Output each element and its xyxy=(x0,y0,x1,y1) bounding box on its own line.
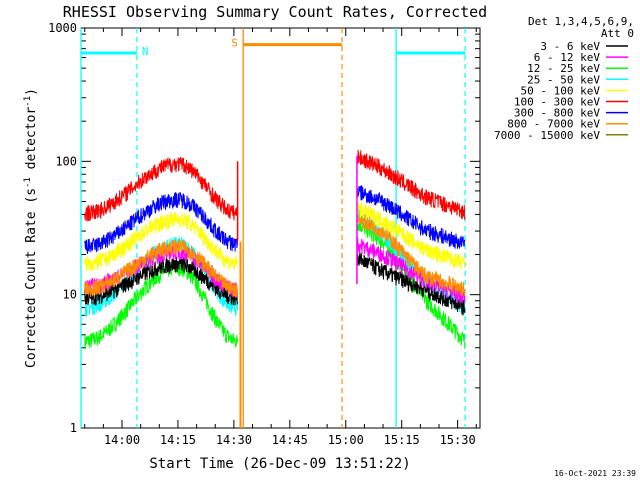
chart-title: RHESSI Observing Summary Count Rates, Co… xyxy=(63,3,487,21)
series-line xyxy=(84,156,238,222)
attenuator-bar xyxy=(239,241,242,428)
marker-label: N xyxy=(142,45,149,58)
y-tick-label: 10 xyxy=(63,288,77,302)
y-tick-label: 100 xyxy=(55,154,77,168)
legend-label: 100 - 300 keV xyxy=(514,96,600,109)
x-tick-label: 15:15 xyxy=(384,433,420,447)
legend-label: 6 - 12 keV xyxy=(534,51,601,64)
series-line xyxy=(356,237,466,304)
timestamp: 16-Oct-2021 23:39 xyxy=(554,469,636,478)
plot-area: 14:00 14:15 14:30 14:45 15:00 15:15 15:30 1 10 10… xyxy=(48,21,481,447)
legend-header-1: Det 1,3,4,5,6,9, xyxy=(528,15,634,28)
legend-label: 12 - 25 keV xyxy=(527,62,600,75)
legend-header-2: Att 0 xyxy=(601,27,634,40)
series-line xyxy=(84,238,238,298)
x-axis-label: Start Time (26-Dec-09 13:51:22) xyxy=(149,456,410,472)
series-line xyxy=(356,201,466,270)
y-tick-label: 1 xyxy=(70,421,77,435)
x-tick-label: 14:15 xyxy=(160,433,196,447)
series-line xyxy=(356,211,466,297)
series-line xyxy=(84,211,238,272)
series-line xyxy=(356,185,466,249)
x-tick-label: 14:45 xyxy=(272,433,308,447)
x-tick-label: 14:30 xyxy=(216,433,252,447)
y-tick-label: 1000 xyxy=(48,21,77,35)
legend-label: 50 - 100 keV xyxy=(521,84,601,97)
x-tick-label: 15:30 xyxy=(440,433,476,447)
series-line xyxy=(84,256,238,306)
legend-label: 25 - 50 keV xyxy=(527,73,600,86)
legend-label: 300 - 800 keV xyxy=(514,107,600,120)
x-tick-label: 14:00 xyxy=(104,433,140,447)
series-line xyxy=(356,149,466,220)
legend-label: 7000 - 15000 keV xyxy=(494,129,600,142)
legend-label: 800 - 7000 keV xyxy=(507,118,600,131)
legend-label: 3 - 6 keV xyxy=(540,40,600,53)
x-tick-label: 15:00 xyxy=(328,433,364,447)
marker-label: S xyxy=(231,37,238,50)
series-line xyxy=(84,192,238,254)
y-axis-label: Corrected Count Rate (s-1 detector-1) xyxy=(23,88,39,368)
